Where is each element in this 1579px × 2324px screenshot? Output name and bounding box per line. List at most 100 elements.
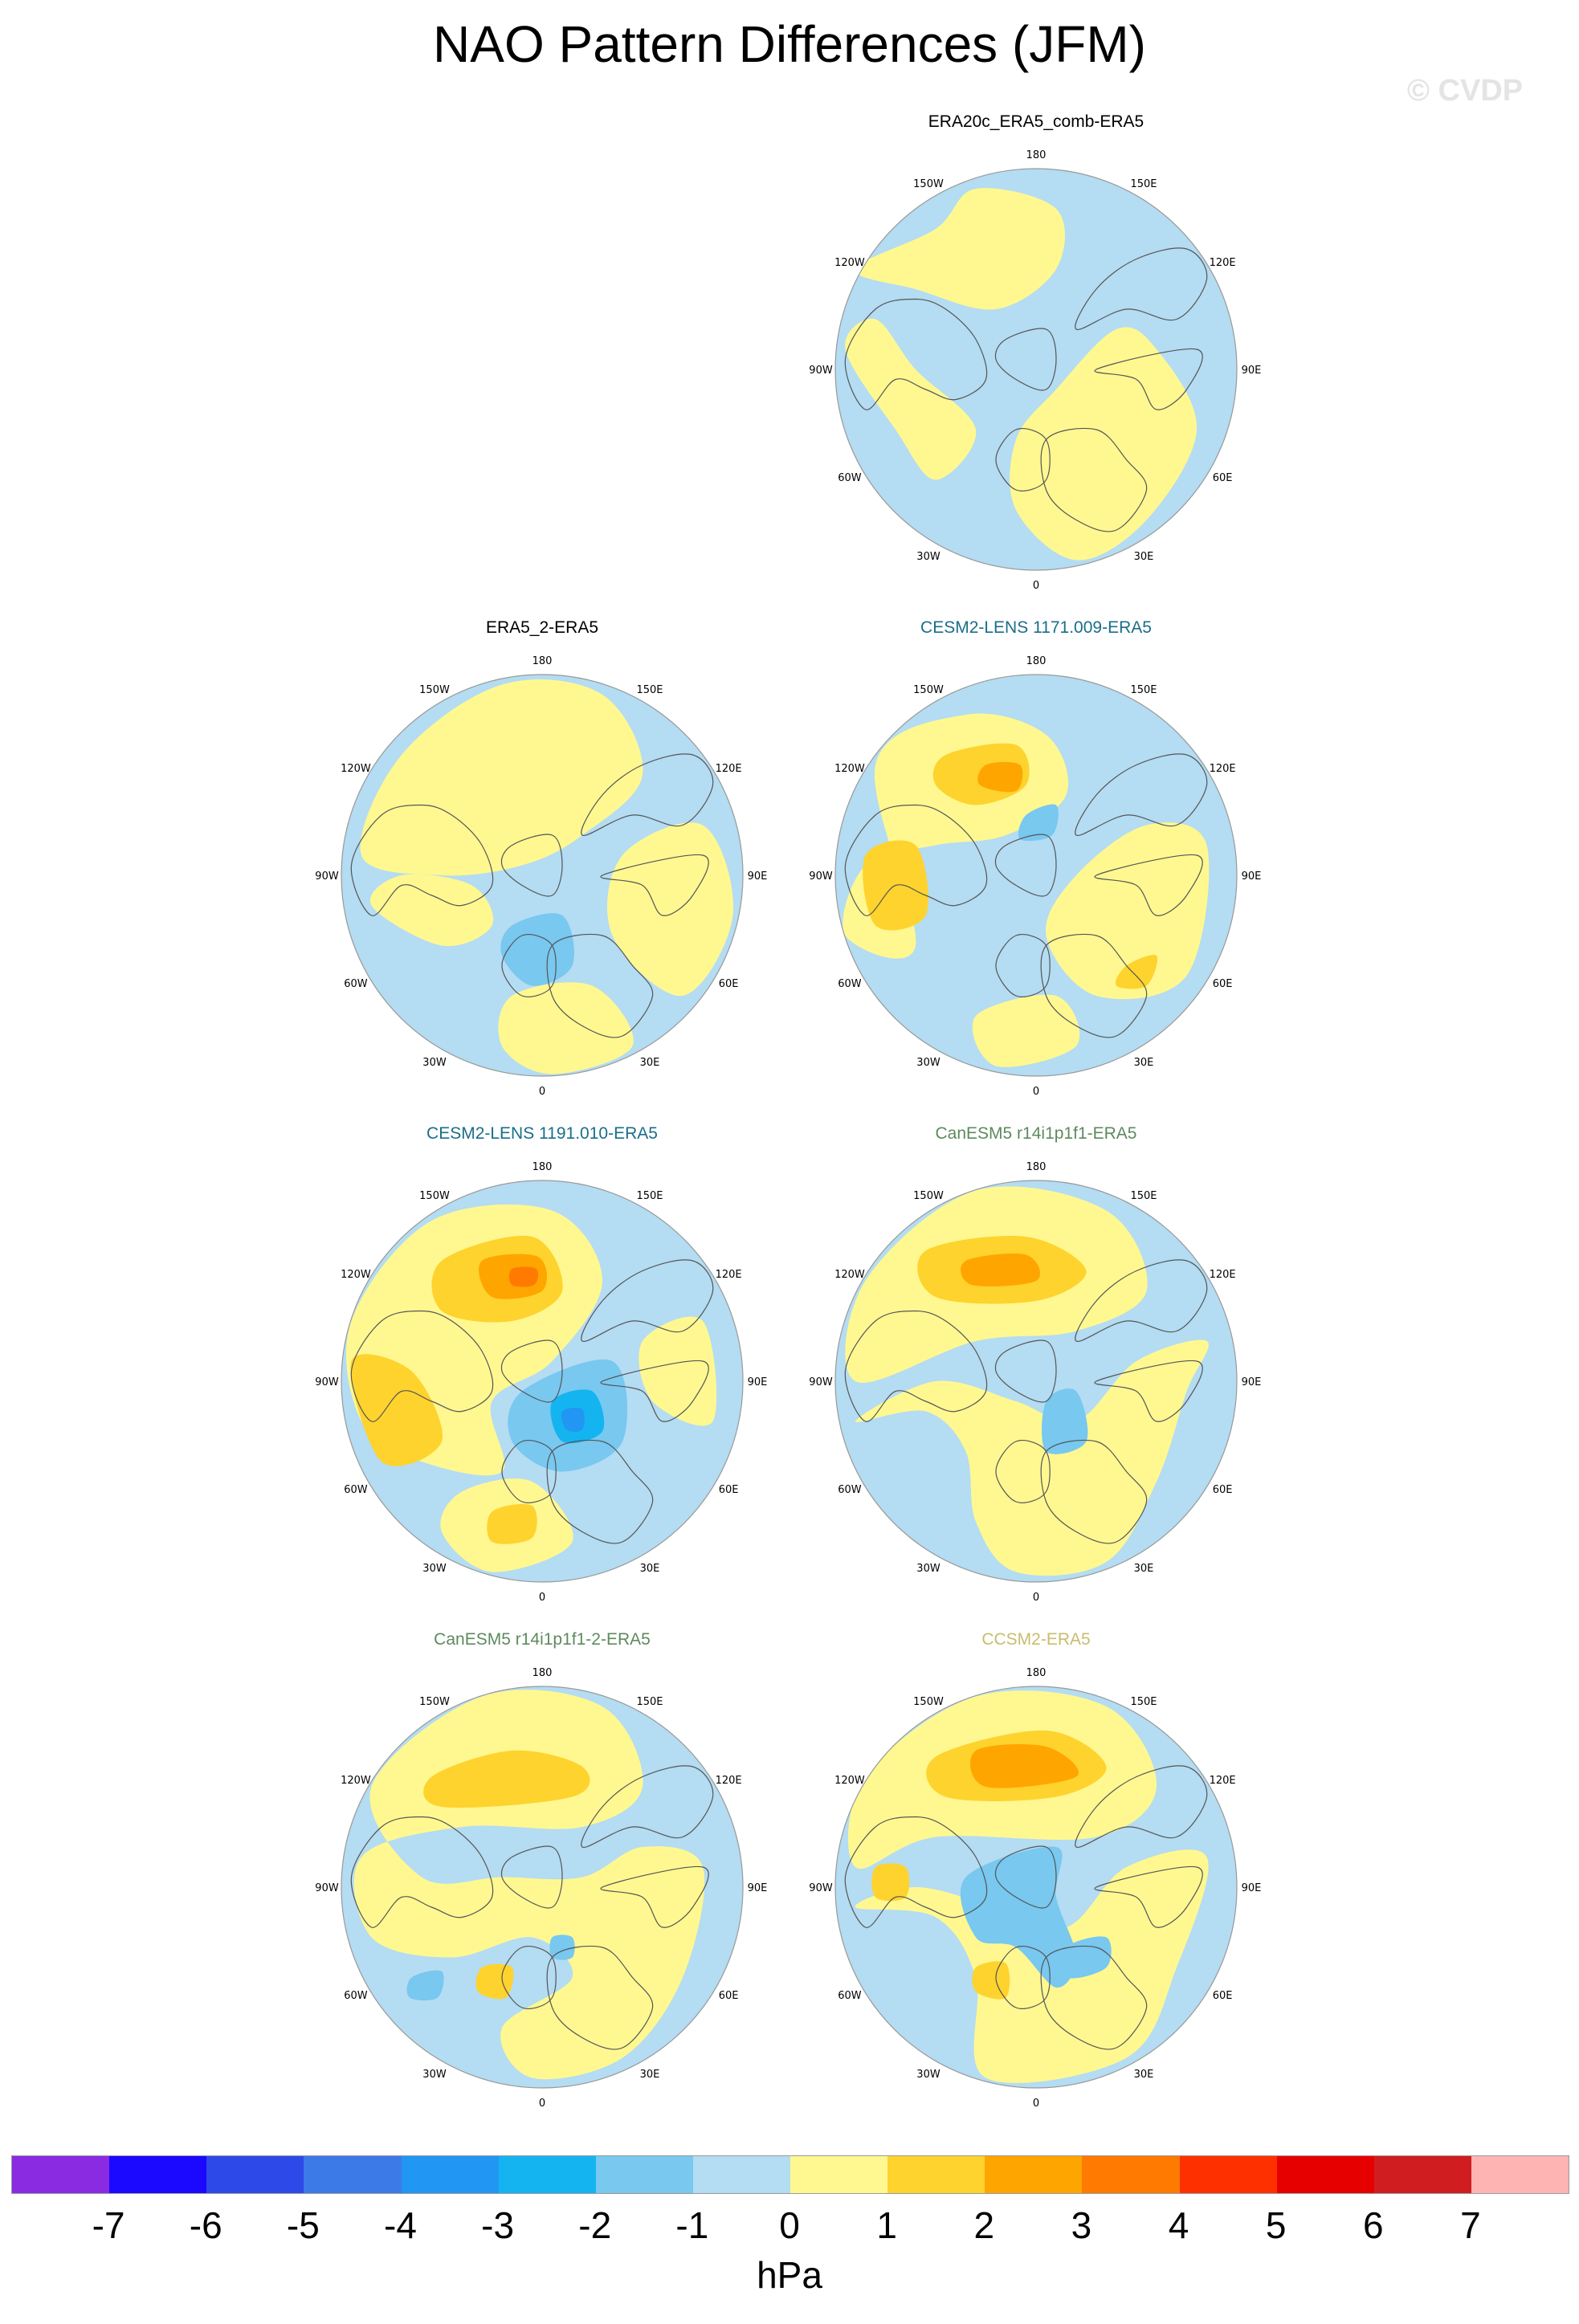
longitude-label: 90W bbox=[315, 1376, 339, 1388]
longitude-label: 60W bbox=[838, 472, 862, 484]
map-panel-5: CanESM5 r14i1p1f1-ERA5 180 150E 120E 90E 60E… bbox=[795, 1124, 1277, 1622]
coastline bbox=[1075, 247, 1208, 330]
contour-region bbox=[561, 1408, 585, 1433]
coastline bbox=[581, 1259, 714, 1342]
longitude-label: 30E bbox=[640, 1563, 660, 1575]
colorbar-box bbox=[304, 2156, 402, 2193]
longitude-label: 0 bbox=[1033, 1592, 1039, 1604]
longitude-label: 150W bbox=[913, 178, 944, 190]
coastline bbox=[350, 804, 494, 916]
contour-region bbox=[972, 1437, 1010, 1476]
longitude-label: 60E bbox=[1213, 1484, 1233, 1496]
coastline bbox=[994, 1339, 1057, 1403]
longitude-label: 120W bbox=[341, 1269, 371, 1281]
coastline bbox=[501, 1440, 557, 1503]
colorbar-box bbox=[1179, 2156, 1277, 2193]
longitude-label: 180 bbox=[1026, 655, 1047, 667]
page-title: NAO Pattern Differences (JFM) bbox=[433, 15, 1146, 73]
longitude-label: 30E bbox=[1134, 2069, 1154, 2081]
longitude-label: 60E bbox=[719, 1484, 739, 1496]
contour-region bbox=[855, 1849, 1209, 2083]
coastline bbox=[994, 328, 1057, 391]
coastline bbox=[995, 1946, 1051, 2009]
coastline bbox=[995, 934, 1051, 997]
longitude-label: 120W bbox=[341, 763, 371, 775]
longitude-label: 60E bbox=[1213, 978, 1233, 990]
coastline bbox=[350, 1310, 494, 1422]
contour-region bbox=[960, 1846, 1076, 1988]
coastline bbox=[994, 1845, 1057, 1909]
longitude-label: 30W bbox=[422, 1057, 447, 1069]
colorbar-box bbox=[790, 2156, 888, 2193]
longitude-label: 60W bbox=[344, 1990, 368, 2002]
longitude-label: 60W bbox=[838, 1484, 862, 1496]
longitude-label: 60E bbox=[719, 978, 739, 990]
coastline bbox=[600, 1360, 709, 1422]
colorbar-tick-label: 2 bbox=[973, 2204, 995, 2246]
longitude-label: 90E bbox=[1242, 365, 1262, 377]
longitude-label: 180 bbox=[532, 1161, 553, 1173]
contour-region bbox=[508, 1266, 539, 1287]
longitude-label: 120W bbox=[834, 257, 865, 269]
coastline bbox=[1094, 1865, 1203, 1928]
watermark: © CVDP bbox=[1407, 74, 1524, 108]
colorbar-box bbox=[401, 2156, 499, 2193]
contour-region bbox=[1018, 804, 1059, 842]
coastline bbox=[995, 428, 1051, 491]
longitude-label: 30E bbox=[1134, 551, 1154, 563]
colorbar-ticks: -7 -6 -5 -4 -3 -2 -1 0 1 2 3 4 5 6 7 bbox=[11, 2204, 1568, 2252]
coastline bbox=[501, 934, 557, 997]
map-panel-4: CESM2-LENS 1191.010-ERA5 180 150E 120E 90E 6… bbox=[301, 1124, 783, 1622]
longitude-label: 90E bbox=[1242, 1376, 1262, 1388]
longitude-label: 0 bbox=[539, 1592, 545, 1604]
longitude-label: 30E bbox=[640, 2069, 660, 2081]
longitude-label: 120E bbox=[716, 763, 742, 775]
colorbar-tick-label: 3 bbox=[1071, 2204, 1092, 2246]
longitude-label: 150W bbox=[913, 1190, 944, 1202]
panel-title: CanESM5 r14i1p1f1-2-ERA5 bbox=[434, 1630, 651, 1649]
colorbar-tick-label: 0 bbox=[779, 2204, 800, 2246]
colorbar-tick-label: 1 bbox=[876, 2204, 897, 2246]
contour-region bbox=[1042, 1388, 1088, 1454]
longitude-label: 180 bbox=[532, 655, 553, 667]
map-border bbox=[341, 1686, 744, 2089]
longitude-label: 30W bbox=[422, 2069, 447, 2081]
contour-region bbox=[972, 1961, 1010, 2000]
map-border bbox=[834, 1686, 1238, 2089]
coastline bbox=[501, 1946, 557, 2009]
longitude-label: 30W bbox=[916, 551, 940, 563]
longitude-label: 120W bbox=[834, 1775, 865, 1787]
contour-region bbox=[487, 1503, 537, 1544]
map-panel-2: ERA5_2-ERA5 180 150E 120E 90E 60E 30E 0 30W 60W 9… bbox=[301, 618, 783, 1116]
longitude-label: 180 bbox=[1026, 149, 1047, 161]
map-panel-6: CanESM5 r14i1p1f1-2-ERA5 180 150E 120E 90E 6… bbox=[301, 1630, 783, 2128]
longitude-label: 30W bbox=[422, 1563, 447, 1575]
coastline bbox=[600, 854, 709, 916]
coastline bbox=[546, 1945, 654, 2050]
contour-region bbox=[498, 982, 634, 1074]
longitude-label: 60W bbox=[344, 978, 368, 990]
longitude-label: 60E bbox=[1213, 1990, 1233, 2002]
longitude-label: 0 bbox=[1033, 2098, 1039, 2110]
longitude-label: 90E bbox=[748, 870, 768, 883]
coastline bbox=[844, 1816, 988, 1928]
longitude-label: 60W bbox=[344, 1484, 368, 1496]
longitude-label: 90W bbox=[315, 870, 339, 883]
longitude-label: 150E bbox=[636, 1190, 663, 1202]
coastline bbox=[1075, 1259, 1208, 1342]
map-panel-3: CESM2-LENS 1171.009-ERA5 180 150E 120E 90E 6… bbox=[795, 618, 1277, 1116]
longitude-label: 150E bbox=[1130, 178, 1157, 190]
map-border bbox=[341, 674, 744, 1077]
colorbar-box bbox=[12, 2156, 110, 2193]
longitude-label: 90E bbox=[748, 1882, 768, 1894]
coastline bbox=[1040, 1439, 1148, 1544]
contour-region bbox=[961, 1254, 1041, 1286]
colorbar-box bbox=[692, 2156, 790, 2193]
contour-region bbox=[475, 1963, 514, 2000]
contour-region bbox=[639, 1316, 717, 1426]
longitude-label: 90E bbox=[1242, 870, 1262, 883]
panel-title: CESM2-LENS 1171.009-ERA5 bbox=[920, 618, 1152, 637]
longitude-label: 120W bbox=[834, 763, 865, 775]
colorbar-box bbox=[1471, 2156, 1569, 2193]
longitude-label: 90W bbox=[315, 1882, 339, 1894]
